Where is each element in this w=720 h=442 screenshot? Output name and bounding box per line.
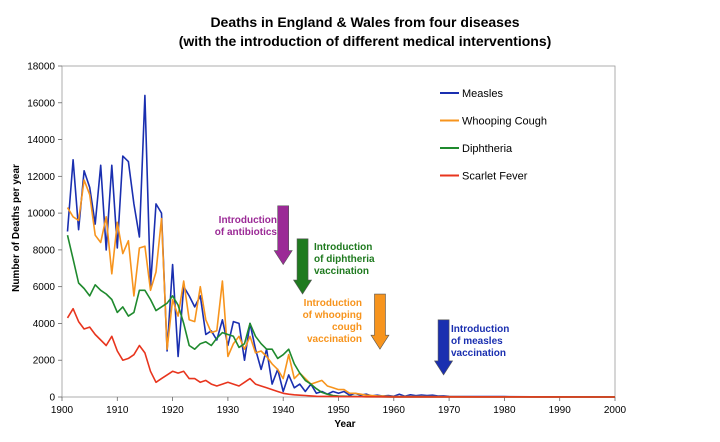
x-tick-label: 2000 [604, 405, 627, 416]
legend: Measles Whooping Cough Diphtheria Scarlet F… [440, 88, 547, 183]
y-tick-label: 6000 [33, 282, 56, 293]
legend-label: Whooping Cough [462, 116, 547, 128]
x-tick-label: 1920 [161, 405, 184, 416]
annotation-arrow [293, 238, 313, 295]
annotation-line: vaccination [451, 348, 506, 359]
chart-title: Deaths in England & Wales from four dise… [210, 14, 519, 30]
legend-label: Measles [462, 88, 503, 100]
annotation-line: of antibiotics [215, 227, 278, 238]
legend-label: Diphtheria [462, 143, 513, 155]
x-tick-label: 1910 [106, 405, 129, 416]
x-tick-label: 1980 [493, 405, 516, 416]
annotation-arrow [434, 319, 454, 376]
y-tick-label: 16000 [27, 98, 55, 109]
x-axis-label: Year [334, 419, 355, 430]
annotation-text: Introduction of measles vaccination [451, 324, 509, 359]
annotation-text: Introduction of whooping cough vaccination [303, 298, 362, 345]
y-tick-label: 8000 [33, 245, 56, 256]
x-tick-label: 1970 [438, 405, 461, 416]
annotation-line: vaccination [314, 266, 369, 277]
x-tick-label: 1990 [549, 405, 572, 416]
series-line-whooping-cough [66, 179, 615, 398]
x-tick-label: 1960 [383, 405, 406, 416]
y-tick-label: 14000 [27, 135, 55, 146]
annotation-line: of whooping [303, 310, 362, 321]
x-axis: 1900 1910 1920 1930 1940 1950 1960 1970 1980 1990… [51, 397, 627, 416]
annotation-line: Introduction [314, 242, 372, 253]
y-tick-label: 10000 [27, 209, 55, 220]
series-line-measles [66, 94, 616, 398]
annotation-arrow [273, 205, 293, 266]
y-tick-label: 0 [49, 393, 55, 404]
annotation-line: vaccination [307, 334, 362, 345]
y-tick-label: 18000 [27, 62, 55, 73]
x-tick-label: 1950 [327, 405, 350, 416]
y-axis: 0 2000 4000 6000 8000 10000 12000 14000 16000 180… [27, 62, 62, 404]
annotation-line: Introduction [451, 324, 509, 335]
series-layer [66, 94, 616, 398]
annotation-line: cough [332, 322, 362, 333]
annotation-line: of diphtheria [314, 254, 375, 265]
x-tick-label: 1940 [272, 405, 295, 416]
y-tick-label: 2000 [33, 356, 56, 367]
annotation-line: of measles [451, 336, 503, 347]
x-tick-label: 1900 [51, 405, 74, 416]
y-tick-label: 4000 [33, 319, 56, 330]
y-axis-label: Number of Deaths per year [11, 164, 22, 292]
annotation-arrow [370, 293, 390, 350]
annotation-text: Introduction of antibiotics [215, 215, 278, 238]
chart-subtitle: (with the introduction of different medi… [179, 33, 552, 49]
series-line-diphtheria [66, 235, 615, 398]
y-tick-label: 12000 [27, 172, 55, 183]
annotation-line: Introduction [219, 215, 277, 226]
x-tick-label: 1930 [217, 405, 240, 416]
annotation-text: Introduction of diphtheria vaccination [314, 242, 375, 277]
annotation-line: Introduction [304, 298, 362, 309]
legend-label: Scarlet Fever [462, 171, 528, 183]
series-line-scarlet-fever [66, 307, 616, 398]
